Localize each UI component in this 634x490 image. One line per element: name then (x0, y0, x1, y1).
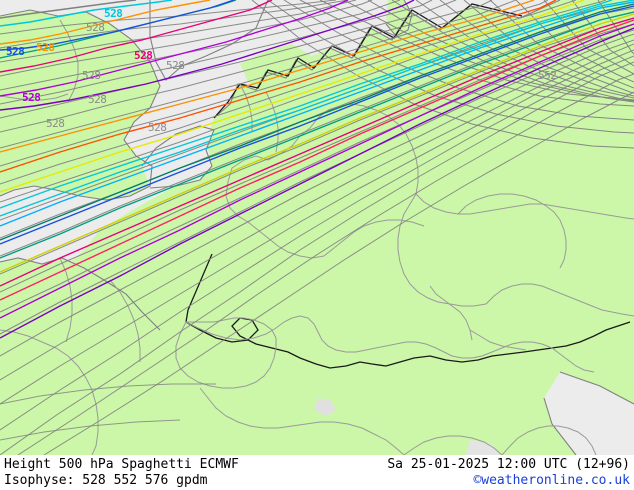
footer-bar: Height 500 hPa Spaghetti ECMWF Isophyse:… (0, 455, 634, 490)
map-svg (0, 0, 634, 455)
contour-bundle-552 (251, 0, 634, 149)
isopleth-legend: Isophyse: 528 552 576 gpdm (4, 473, 208, 488)
contour-members-colored (0, 0, 634, 339)
product-title: Height 500 hPa Spaghetti ECMWF (4, 457, 239, 472)
copyright-credit[interactable]: ©weatheronline.co.uk (473, 473, 630, 488)
contour-bundle-528-grey (0, 0, 634, 455)
map-canvas[interactable]: 528 528 528 528 528 552 528 528 528 528 … (0, 0, 634, 455)
land-masses (0, 0, 634, 455)
contour-members-nw (0, 0, 415, 111)
valid-time: Sa 25-01-2025 12:00 UTC (12+96) (387, 457, 630, 472)
sea-inlets (142, 0, 634, 455)
contour-bundle-se (0, 383, 216, 441)
